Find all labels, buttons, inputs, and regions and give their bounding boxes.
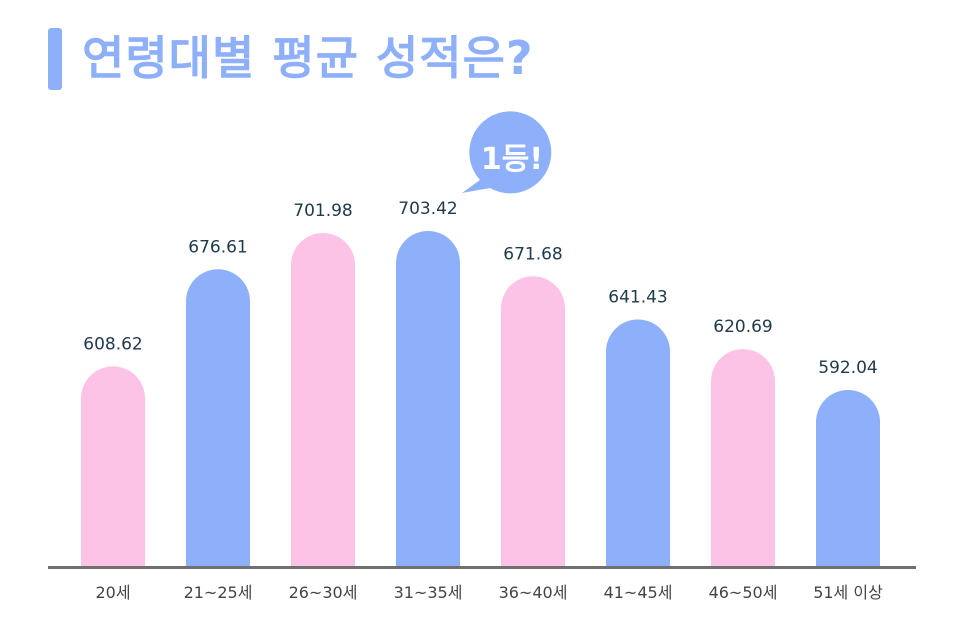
bar-7 [711,349,775,566]
category-label-5: 36~40세 [499,583,568,602]
title-accent-bar [48,28,62,90]
value-label-1: 608.62 [83,334,142,354]
callout-bubble [462,111,552,194]
category-labels-group: 20세 21~25세 26~30세 31~35세 36~40세 41~45세 46~50세 5… [95,583,883,602]
category-label-6: 41~45세 [604,583,673,602]
chart-title: 연령대별 평균 성적은? [82,31,534,85]
callout-label: 1등! [480,142,544,177]
bar-5 [501,276,565,566]
bar-6 [606,319,670,566]
category-label-1: 20세 [95,583,130,602]
category-label-4: 31~35세 [394,583,463,602]
value-label-5: 671.68 [503,244,562,264]
category-label-2: 21~25세 [184,583,253,602]
bar-3 [291,233,355,566]
category-label-7: 46~50세 [709,583,778,602]
bar-4 [396,231,460,566]
value-label-3: 701.98 [293,201,352,221]
bar-2 [186,269,250,566]
value-labels-group: 608.62 676.61 701.98 703.42 671.68 641.43 620.… [83,199,877,378]
bar-1 [81,366,145,566]
category-label-3: 26~30세 [289,583,358,602]
value-label-6: 641.43 [608,287,667,307]
value-label-2: 676.61 [188,237,247,257]
value-label-8: 592.04 [818,358,877,378]
value-label-7: 620.69 [713,317,772,337]
value-label-4: 703.42 [398,199,457,219]
bar-8 [816,390,880,566]
category-label-8: 51세 이상 [813,583,883,602]
bars-group [81,231,880,566]
